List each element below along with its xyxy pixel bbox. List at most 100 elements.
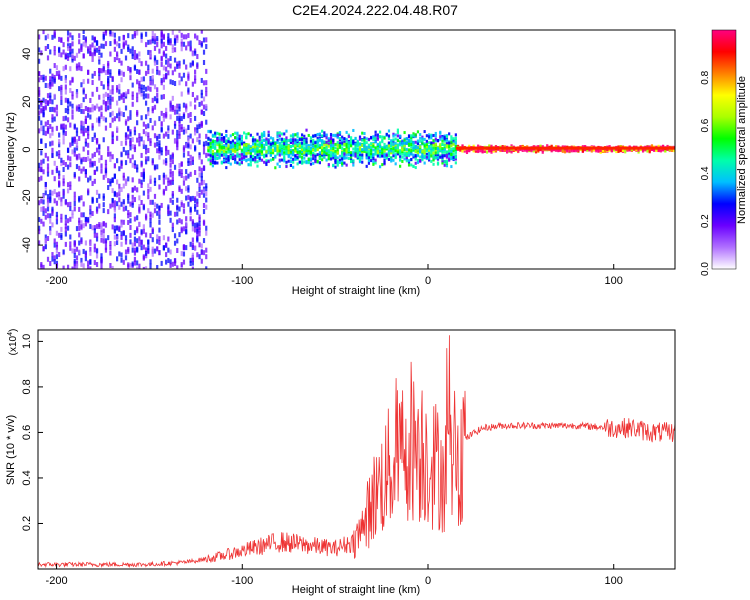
heatmap-cell: [171, 129, 174, 135]
heatmap-cell: [205, 254, 208, 260]
heatmap-cell: [416, 130, 420, 134]
heatmap-cell: [53, 189, 56, 195]
heatmap-cell: [267, 148, 270, 152]
heatmap-cell: [269, 149, 272, 153]
heatmap-cell: [243, 146, 246, 150]
heatmap-cell: [234, 154, 237, 158]
heatmap-cell: [178, 121, 181, 127]
heatmap-cell: [147, 147, 150, 153]
heatmap-cell: [69, 66, 72, 72]
heatmap-cell: [64, 231, 67, 237]
heatmap-cell: [62, 178, 65, 184]
heatmap-cell: [390, 149, 393, 153]
heatmap-cell: [138, 178, 141, 184]
heatmap-cell: [147, 123, 150, 129]
heatmap-cell: [82, 223, 85, 229]
heatmap-cell: [104, 100, 108, 106]
heatmap-cell: [109, 112, 112, 118]
heatmap-cell: [298, 153, 301, 157]
heatmap-cell: [367, 161, 371, 165]
colorbar-label: Normalized spectral amplitude: [736, 76, 748, 224]
heatmap-cell: [180, 124, 183, 130]
heatmap-cell: [263, 147, 266, 151]
heatmap-cell: [87, 188, 90, 194]
heatmap-cell: [403, 148, 406, 152]
heatmap-cell: [185, 169, 188, 175]
heatmap-cell: [84, 252, 87, 258]
heatmap-cell: [240, 134, 243, 138]
heatmap-cell: [91, 123, 94, 129]
heatmap-cell: [189, 155, 192, 161]
heatmap-cell: [196, 177, 199, 183]
heatmap-cell: [58, 70, 61, 76]
heatmap-cell: [278, 143, 281, 147]
spectrogram-y-tick-label: -40: [21, 237, 33, 253]
heatmap-cell: [169, 249, 172, 255]
heatmap-cell: [238, 145, 241, 149]
heatmap-cell: [200, 250, 203, 256]
heatmap-cell: [187, 201, 190, 207]
heatmap-cell: [44, 190, 47, 196]
heatmap-cell: [95, 166, 99, 172]
heatmap-cell: [78, 106, 81, 112]
heatmap-cell: [91, 104, 94, 110]
heatmap-cell: [450, 157, 453, 161]
heatmap-cell: [122, 206, 125, 212]
heatmap-cell: [127, 33, 130, 39]
heatmap-cell: [182, 126, 186, 132]
heatmap-cell: [178, 133, 181, 139]
heatmap-cell: [238, 154, 241, 158]
heatmap-cell: [158, 175, 161, 181]
heatmap-cell: [124, 40, 128, 46]
heatmap-cell: [104, 164, 108, 170]
heatmap-cell: [131, 194, 134, 200]
heatmap-cell: [111, 198, 114, 204]
heatmap-cell: [122, 259, 125, 265]
heatmap-cell: [75, 264, 79, 269]
heatmap-cell: [370, 149, 373, 153]
heatmap-cell: [354, 137, 357, 141]
heatmap-cell: [381, 149, 384, 153]
heatmap-cell: [89, 205, 92, 211]
heatmap-cell: [173, 261, 177, 267]
heatmap-cell: [329, 137, 333, 141]
heatmap-cell: [445, 155, 449, 159]
heatmap-cell: [129, 67, 132, 73]
heatmap-cell: [202, 59, 206, 65]
heatmap-cell: [58, 191, 61, 197]
heatmap-cell: [292, 150, 295, 154]
heatmap-cell: [274, 142, 277, 146]
heatmap-cell: [173, 164, 177, 170]
heatmap-cell: [75, 226, 79, 232]
heatmap-cell: [263, 130, 266, 134]
heatmap-cell: [245, 136, 248, 140]
heatmap-cell: [133, 247, 137, 253]
heatmap-cell: [100, 111, 103, 117]
heatmap-cell: [122, 92, 125, 98]
heatmap-cell: [222, 158, 226, 162]
heatmap-cell: [234, 146, 237, 150]
heatmap-cell: [350, 144, 353, 148]
heatmap-cell: [53, 238, 56, 244]
heatmap-cell: [492, 149, 495, 153]
spectrogram-y-tick-label: 40: [21, 48, 33, 60]
heatmap-cell: [396, 152, 399, 156]
heatmap-cell: [109, 203, 112, 209]
heatmap-cell: [158, 219, 161, 225]
heatmap-cell: [414, 157, 417, 161]
heatmap-cell: [425, 147, 428, 151]
heatmap-cell: [167, 38, 170, 44]
heatmap-cell: [200, 93, 203, 99]
heatmap-cell: [165, 174, 168, 180]
colorbar-scale: [711, 29, 737, 270]
heatmap-cell: [147, 136, 150, 142]
heatmap-cell: [89, 246, 92, 252]
heatmap-cell: [343, 142, 346, 146]
heatmap-cell: [78, 65, 81, 71]
heatmap-cell: [46, 83, 50, 89]
heatmap-cell: [38, 225, 41, 231]
spectrogram-x-label: Height of straight line (km): [292, 285, 420, 297]
heatmap-cell: [129, 218, 132, 224]
heatmap-cell: [171, 261, 174, 267]
heatmap-cell: [352, 163, 355, 167]
